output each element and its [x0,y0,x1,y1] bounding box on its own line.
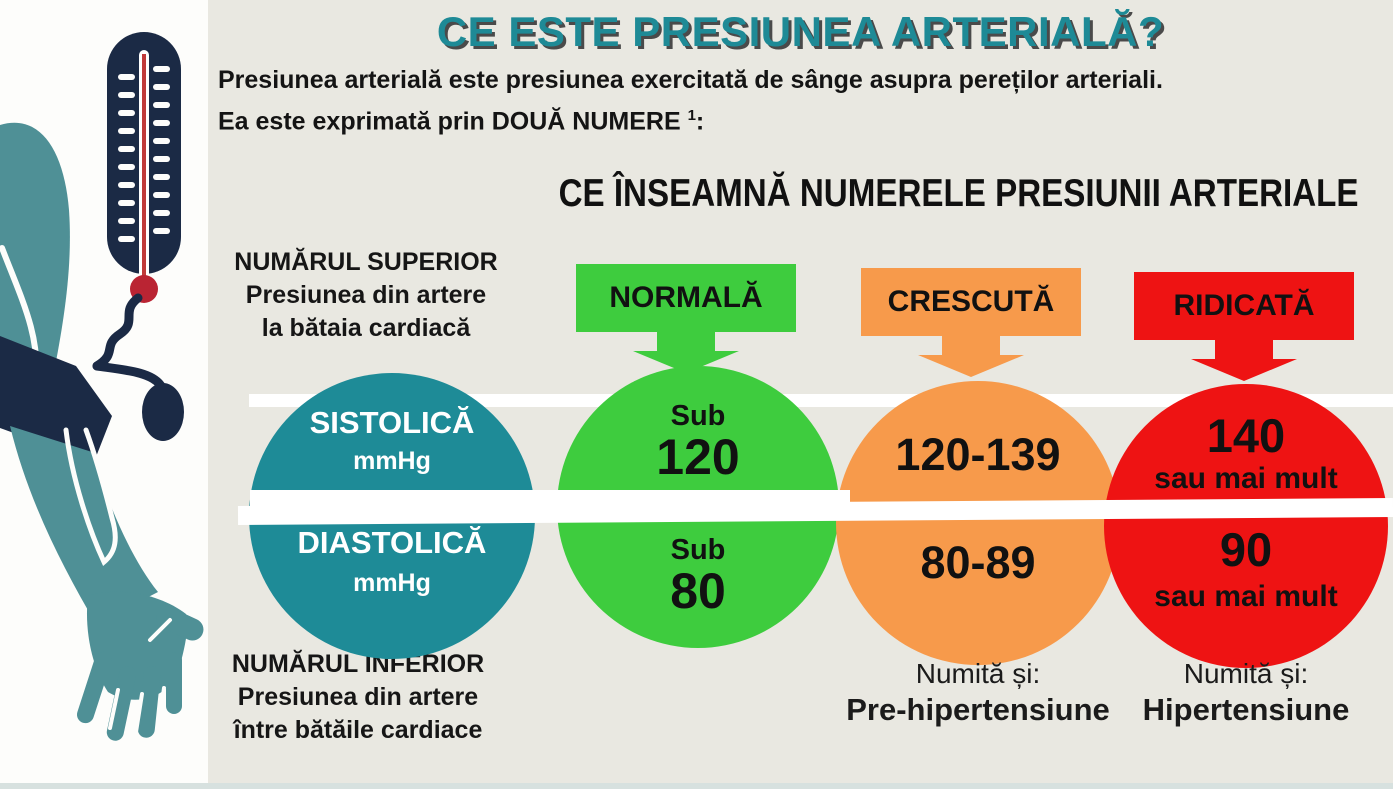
tab-high: RIDICATĂ [1134,272,1354,340]
tab-normal: NORMALĂ [576,264,796,332]
high-systolic-value: 140 [1206,409,1286,462]
arrow-high-stem [1215,339,1273,359]
normal-systolic-prefix: Sub [670,400,726,432]
circle-high: 140 sau mai mult 90 sau mai mult [1104,384,1388,668]
normal-systolic-value: 120 [656,429,740,485]
elevated-systolic-range: 120-139 [895,429,1061,480]
pressure-gauge-icon [107,32,181,303]
systolic-unit: mmHg [353,447,431,475]
note-elevated: Numită și: Pre-hipertensiune [846,658,1110,727]
high-systolic-suffix: sau mai mult [1154,462,1338,495]
circle-elevated: 120-139 80-89 [836,381,1120,665]
footer-strip [0,783,1393,789]
intro-text: Presiunea arterială este presiunea exerc… [218,62,1163,139]
elevated-diastolic-range: 80-89 [920,537,1036,588]
arrow-high-head [1191,359,1297,381]
arrow-normal-stem [657,331,715,351]
intro-line-1: Presiunea arterială este presiunea exerc… [218,66,1163,94]
diastolic-label: DIASTOLICĂ [297,525,487,560]
footnote-marker: 1 [687,107,696,124]
arm-blood-pressure-illustration [0,32,204,741]
lower-number-label: NUMĂRUL INFERIOR Presiunea din artere în… [231,650,485,744]
note-high: Numită și: Hipertensiune [1142,658,1350,727]
section-heading: CE ÎNSEAMNĂ NUMERELE PRESIUNII ARTERIALE [558,172,1359,215]
upper-number-label: NUMĂRUL SUPERIOR Presiunea din artere la… [234,248,498,342]
forearm-and-hand [10,426,204,741]
illustration-panel [0,0,208,783]
intro-line-2: Ea este exprimată prin DOUĂ NUMERE 1: [218,107,705,136]
normal-diastolic-value: 80 [670,563,726,619]
arrow-elevated-stem [942,335,1000,355]
high-diastolic-suffix: sau mai mult [1154,580,1338,613]
cuff-tube-and-pump [92,293,184,441]
upper-white-band [249,394,1393,407]
systolic-label: SISTOLICĂ [309,405,475,440]
high-diastolic-value: 90 [1219,523,1273,576]
diastolic-unit: mmHg [353,569,431,597]
arrow-elevated-head [918,355,1024,377]
page-title: CE ESTE PRESIUNEA ARTERIALĂ? [436,8,1165,55]
tab-elevated: CRESCUTĂ [861,268,1081,336]
normal-diastolic-prefix: Sub [670,534,726,566]
